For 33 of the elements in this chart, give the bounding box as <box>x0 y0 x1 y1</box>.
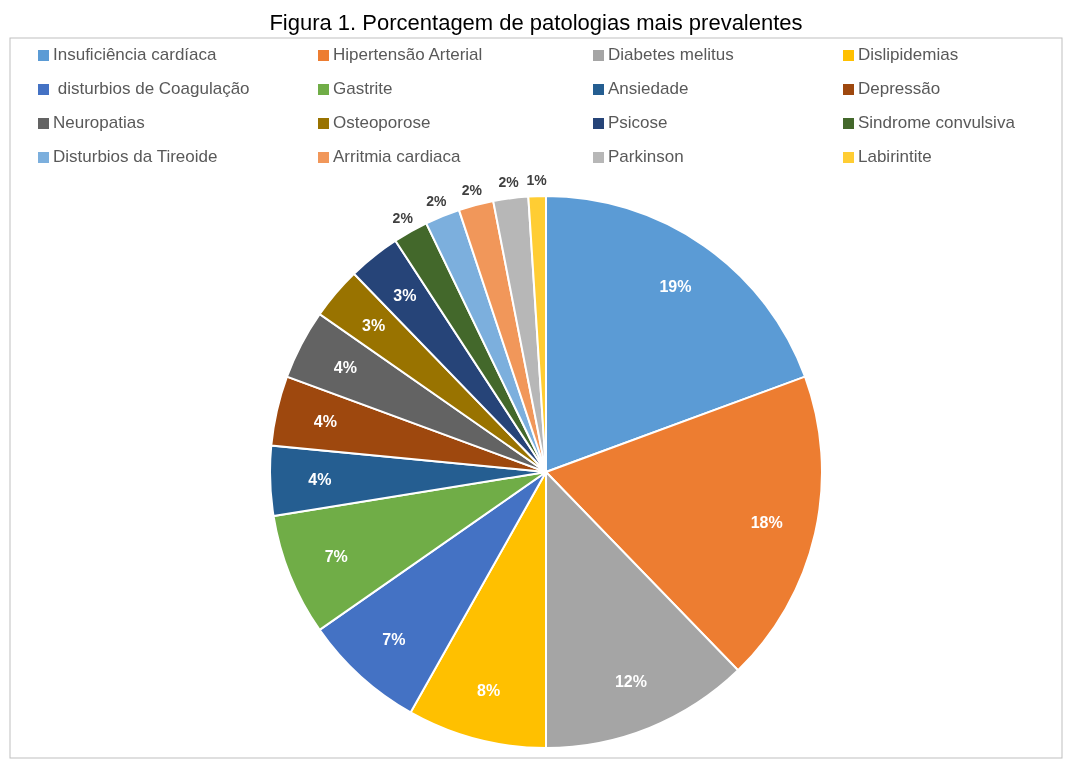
chart-title: Figura 1. Porcentagem de patologias mais prevalentes <box>269 10 803 35</box>
data-label: 7% <box>382 631 406 649</box>
legend-label: Arritmia cardiaca <box>333 147 462 166</box>
legend-label: Neuropatias <box>53 113 145 132</box>
legend-label: Disturbios da Tireoide <box>53 147 218 166</box>
legend-label: disturbios de Coagulação <box>53 79 250 98</box>
legend-label: Labirintite <box>858 147 932 166</box>
data-label: 12% <box>614 673 647 691</box>
data-label: 2% <box>461 181 483 198</box>
data-label: 8% <box>477 682 501 700</box>
legend-label: Hipertensão Arterial <box>333 45 483 64</box>
data-label: 18% <box>750 513 783 531</box>
legend-label: Parkinson <box>608 147 684 166</box>
legend-label: Ansiedade <box>608 79 689 98</box>
legend-label: Insuficiência cardíaca <box>53 45 218 64</box>
data-label: 4% <box>313 413 337 431</box>
data-label: 2% <box>498 174 520 191</box>
legend-label: Depressão <box>858 79 941 98</box>
data-label: 1% <box>526 172 548 189</box>
data-label: 3% <box>393 286 417 304</box>
data-label: 3% <box>362 316 386 334</box>
legend-label: Diabetes melitus <box>608 45 734 64</box>
legend-label: Dislipidemias <box>858 45 959 64</box>
data-label: 2% <box>426 193 448 210</box>
legend-label: Osteoporose <box>333 113 431 132</box>
data-label: 4% <box>308 470 332 488</box>
legend-label: Sindrome convulsiva <box>858 113 1016 132</box>
legend-label: Gastrite <box>333 79 393 98</box>
data-label: 7% <box>324 548 348 566</box>
data-label: 4% <box>333 358 357 376</box>
legend-label: Psicose <box>608 113 668 132</box>
data-label: 19% <box>659 277 692 295</box>
data-label: 2% <box>392 209 414 226</box>
